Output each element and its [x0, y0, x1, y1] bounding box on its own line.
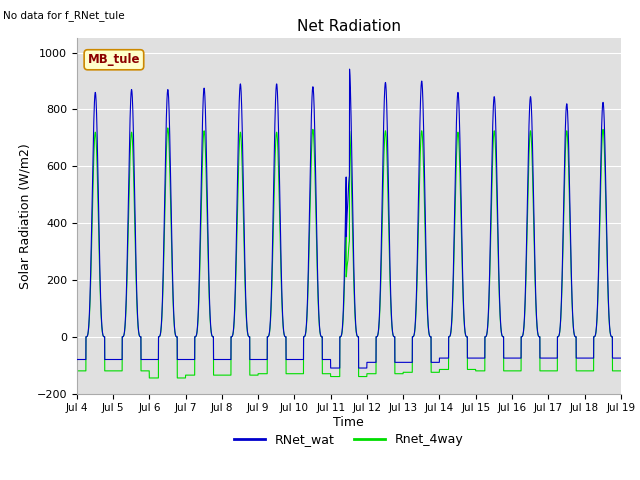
Rnet_4way [616, 368, 624, 374]
RNet_wat [327, 365, 335, 371]
RNet_wat [617, 355, 625, 361]
Y-axis label: Solar Radiation (W/m2): Solar Radiation (W/m2) [18, 143, 31, 289]
RNet_wat [171, 324, 179, 330]
X-axis label: Time: Time [333, 416, 364, 429]
Line: RNet_wat: RNet_wat [77, 69, 621, 368]
Legend: RNet_wat, Rnet_4way: RNet_wat, Rnet_4way [229, 428, 468, 451]
Rnet_4way [617, 368, 625, 374]
Rnet_4way [329, 373, 337, 379]
Rnet_4way [471, 367, 479, 372]
RNet_wat [502, 355, 509, 361]
Rnet_4way [171, 328, 179, 334]
RNet_wat [346, 66, 353, 72]
Line: Rnet_4way: Rnet_4way [77, 128, 621, 378]
Rnet_4way [502, 368, 509, 374]
Rnet_4way [441, 367, 449, 372]
RNet_wat [616, 355, 624, 361]
RNet_wat [471, 355, 479, 361]
Text: MB_tule: MB_tule [88, 53, 140, 66]
Rnet_4way [73, 368, 81, 374]
Rnet_4way [164, 125, 172, 131]
RNet_wat [441, 355, 449, 361]
RNet_wat [328, 365, 336, 371]
Text: No data for f_RNet_tule: No data for f_RNet_tule [3, 10, 125, 21]
Rnet_4way [145, 375, 153, 381]
RNet_wat [73, 357, 81, 362]
Title: Net Radiation: Net Radiation [297, 20, 401, 35]
